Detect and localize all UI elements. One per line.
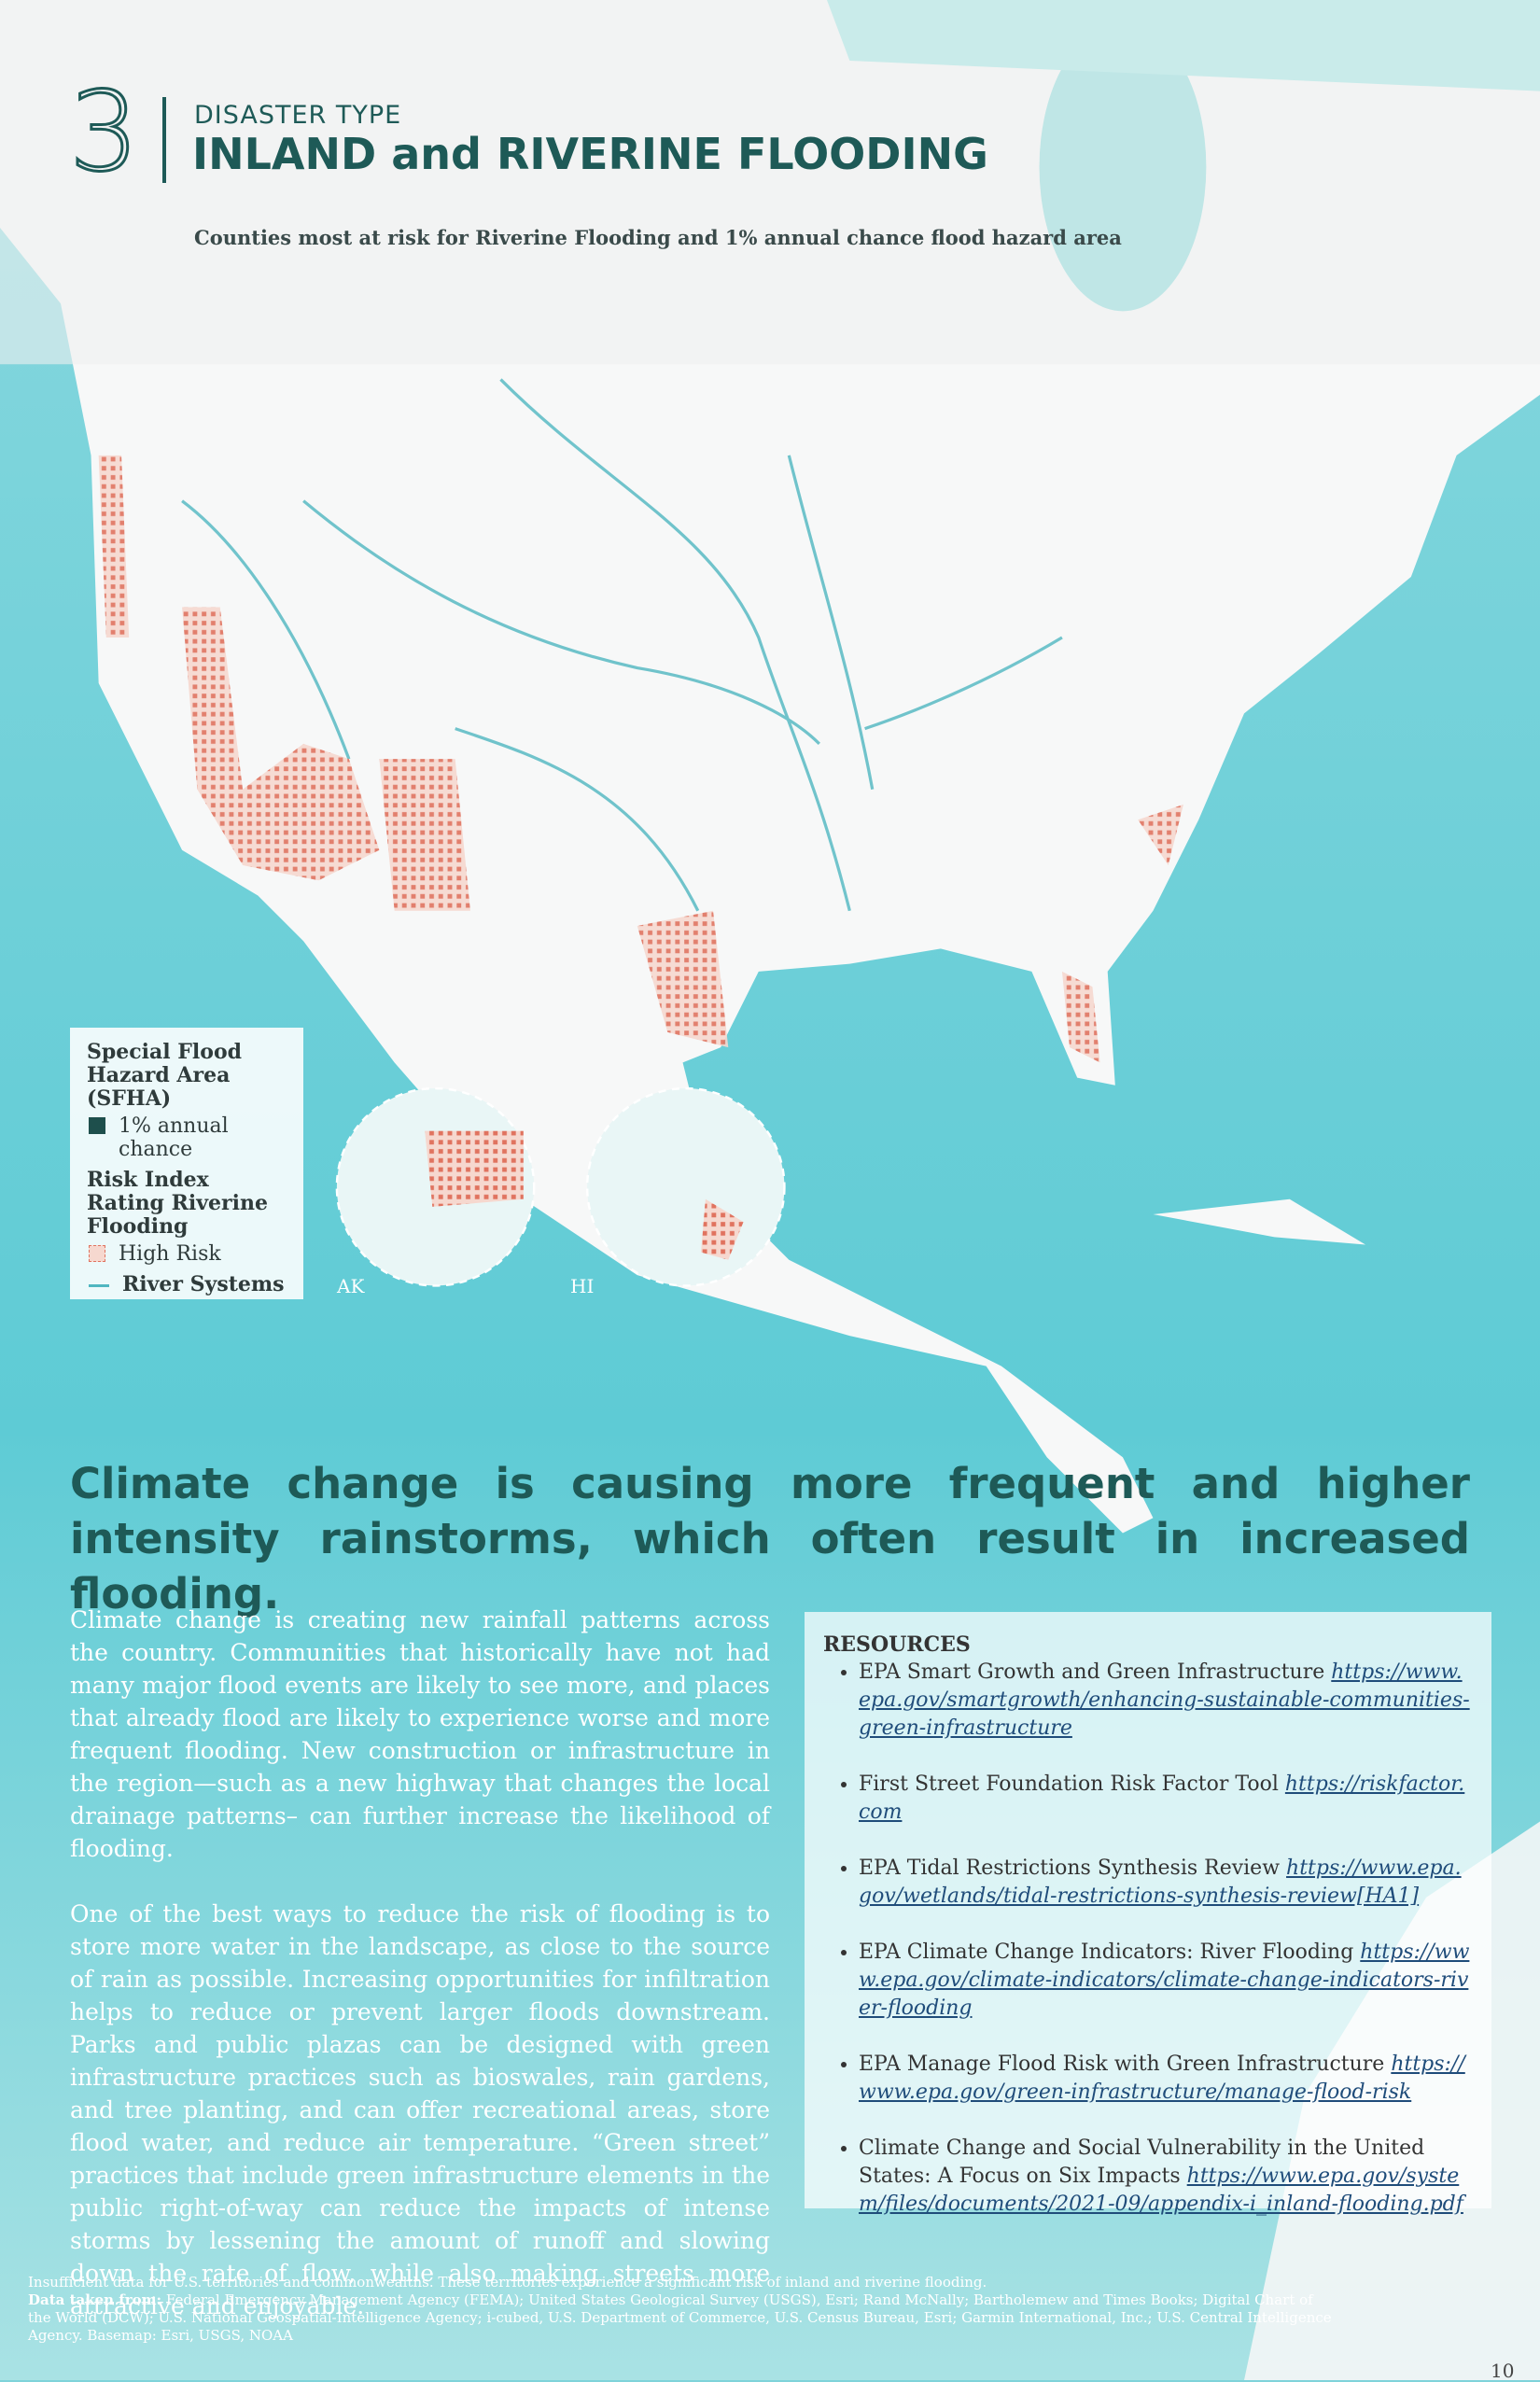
- inset-label: AK: [337, 1275, 365, 1297]
- footnote: Insufficient data for U.S. territories a…: [28, 2274, 987, 2291]
- resource-link[interactable]: https://www.epa.gov/wetlands/tidal-restr…: [859, 1857, 1462, 1908]
- section-number: 3: [67, 67, 140, 196]
- map-legend: Special Flood Hazard Area (SFHA) 1% annu…: [70, 1028, 303, 1299]
- legend-swatch: [89, 1245, 105, 1262]
- page-number: 10: [1491, 2360, 1515, 2382]
- footnote: Data taken from: Federal Emergency Manag…: [28, 2291, 1335, 2345]
- body-text: Climate change is creating new rainfall …: [70, 1604, 770, 2355]
- footnotes: Insufficient data for U.S. territories a…: [28, 2274, 1335, 2345]
- legend-swatch: [89, 1117, 105, 1134]
- resource-item: EPA Manage Flood Risk with Green Infrast…: [859, 2051, 1473, 2107]
- resource-link[interactable]: https://www.epa.gov/climate-indicators/c…: [859, 1941, 1470, 2020]
- resource-item: EPA Tidal Restrictions Synthesis Review …: [859, 1855, 1473, 1911]
- resource-text: EPA Tidal Restrictions Synthesis Review: [859, 1857, 1281, 1880]
- resource-item: Climate Change and Social Vulnerability …: [859, 2135, 1473, 2219]
- paragraph: One of the best ways to reduce the risk …: [70, 1900, 770, 2319]
- legend-heading: Special Flood Hazard Area (SFHA): [87, 1040, 242, 1111]
- headline: Climate change is causing more frequent …: [70, 1459, 1470, 1618]
- resource-text: First Street Foundation Risk Factor Tool: [859, 1772, 1279, 1796]
- resources-heading: RESOURCES: [823, 1632, 971, 1657]
- legend-heading: Risk Index Rating Riverine Flooding: [87, 1168, 268, 1239]
- legend-item: 1% annual chance: [87, 1114, 287, 1161]
- divider: [162, 97, 166, 183]
- inset-label: HI: [570, 1275, 595, 1297]
- resource-link[interactable]: https://www.epa.gov/smartgrowth/enhancin…: [859, 1660, 1470, 1740]
- resource-text: EPA Smart Growth and Green Infrastructur…: [859, 1660, 1325, 1684]
- resources-list: EPA Smart Growth and Green Infrastructur…: [823, 1659, 1473, 2219]
- resource-text: EPA Climate Change Indicators: River Flo…: [859, 1941, 1354, 1964]
- resource-item: EPA Climate Change Indicators: River Flo…: [859, 1939, 1473, 2023]
- map-title: Counties most at risk for Riverine Flood…: [194, 226, 1122, 249]
- resource-item: First Street Foundation Risk Factor Tool…: [859, 1771, 1473, 1827]
- resource-link[interactable]: https://www.epa.gov/green-infrastructure…: [859, 2053, 1465, 2104]
- page-title: INLAND and RIVERINE FLOODING: [192, 129, 988, 179]
- section-label: DISASTER TYPE: [194, 101, 402, 130]
- legend-label: River Systems: [122, 1272, 285, 1296]
- legend-swatch: [89, 1284, 109, 1287]
- resource-link[interactable]: https://www.epa.gov/system/files/documen…: [859, 2165, 1463, 2216]
- source-text: Federal Emergency Management Agency (FEM…: [28, 2291, 1332, 2344]
- resources-box: RESOURCES EPA Smart Growth and Green Inf…: [805, 1612, 1491, 2216]
- legend-label: High Risk: [119, 1242, 221, 1266]
- legend-item: High Risk: [87, 1242, 287, 1266]
- paragraph: Climate change is creating new rainfall …: [70, 1606, 770, 1862]
- legend-item: River Systems: [87, 1273, 287, 1296]
- source-label: Data taken from:: [28, 2291, 162, 2308]
- resource-text: Climate Change and Social Vulnerability …: [859, 2137, 1425, 2188]
- resource-link[interactable]: https://riskfactor.com: [859, 1772, 1465, 1824]
- resource-item: EPA Smart Growth and Green Infrastructur…: [859, 1659, 1473, 1743]
- legend-label: 1% annual chance: [119, 1114, 229, 1161]
- resource-text: EPA Manage Flood Risk with Green Infrast…: [859, 2053, 1385, 2076]
